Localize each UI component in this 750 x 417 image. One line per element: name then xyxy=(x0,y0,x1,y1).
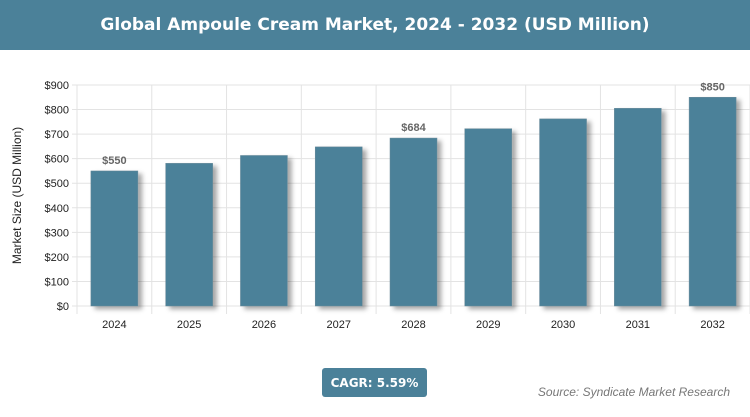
x-tick-label: 2025 xyxy=(177,319,201,331)
x-tick-label: 2029 xyxy=(476,319,500,331)
source-note: Source: Syndicate Market Research xyxy=(537,385,730,399)
y-tick-label: $200 xyxy=(45,252,69,264)
chart-title: Global Ampoule Cream Market, 2024 - 2032… xyxy=(0,0,750,50)
y-axis-label: Market Size (USD Million) xyxy=(10,127,24,264)
cagr-badge: CAGR: 5.59% xyxy=(322,368,427,397)
bar-2025 xyxy=(165,163,213,307)
y-tick-label: $500 xyxy=(45,178,69,190)
bar-2030 xyxy=(539,118,587,307)
x-tick-label: 2031 xyxy=(626,319,650,331)
bar-2028 xyxy=(389,137,438,307)
x-tick-label: 2026 xyxy=(252,319,276,331)
x-tick-label: 2028 xyxy=(401,319,425,331)
y-tick-label: $0 xyxy=(57,301,69,313)
x-tick-label: 2024 xyxy=(102,319,126,331)
bar-2032 xyxy=(688,97,737,307)
bar-2027 xyxy=(314,146,363,307)
y-tick-label: $400 xyxy=(45,203,69,215)
x-tick-label: 2030 xyxy=(551,319,575,331)
y-tick-label: $600 xyxy=(45,154,69,166)
bar-chart: $0 $100 $200 $300 $400 $500 $600 $700 $800 $900 Ma… xyxy=(10,80,750,331)
data-label: $684 xyxy=(401,122,426,134)
data-label: $850 xyxy=(700,81,724,93)
y-tick-label: $700 xyxy=(45,129,69,141)
y-tick-label: $300 xyxy=(45,227,69,239)
x-tick-label: 2032 xyxy=(700,319,724,331)
data-label: $550 xyxy=(102,155,126,167)
y-tick-label: $100 xyxy=(45,276,69,288)
bar-2024 xyxy=(90,170,139,307)
x-tick-label: 2027 xyxy=(326,319,350,331)
bar-2031 xyxy=(614,108,662,307)
bar-2026 xyxy=(240,155,288,307)
y-tick-label: $900 xyxy=(45,80,69,92)
y-tick-label: $800 xyxy=(45,105,69,117)
bar-2029 xyxy=(464,128,513,307)
